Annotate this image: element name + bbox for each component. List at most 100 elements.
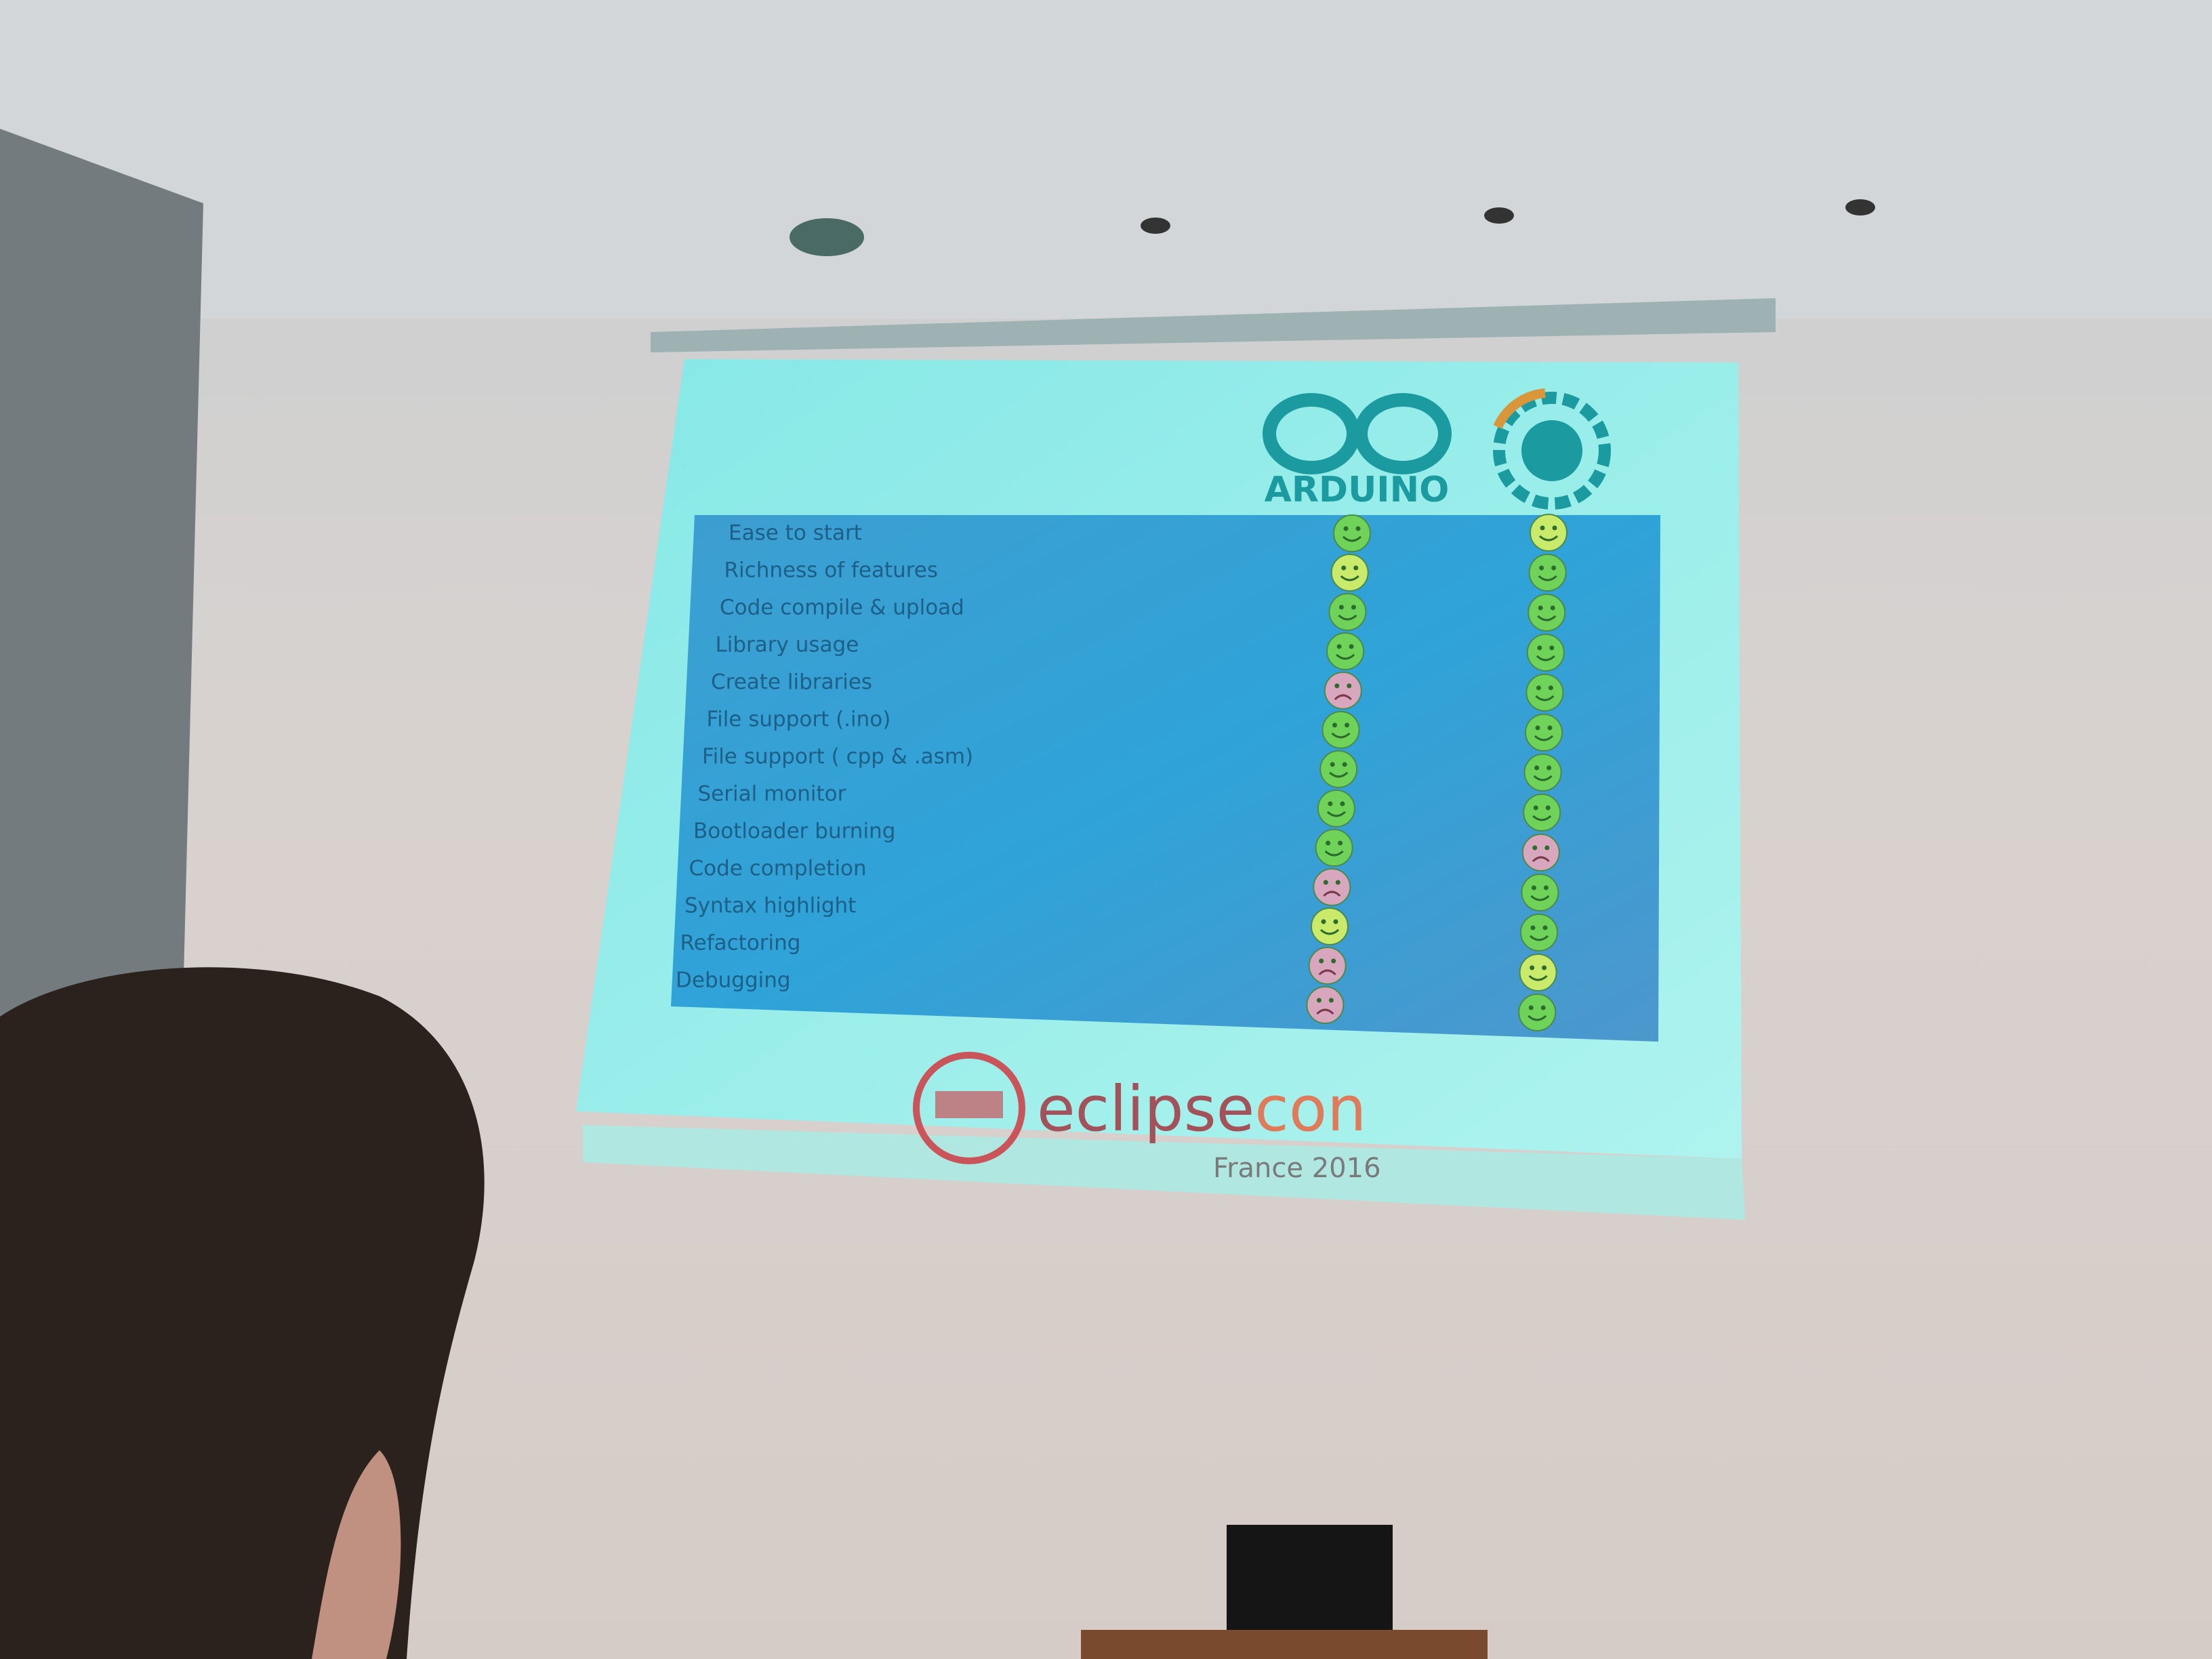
face-mouth — [1538, 535, 1559, 541]
face-mouth — [1336, 653, 1355, 660]
face-eye — [1540, 525, 1545, 531]
comparison-table: Ease to start Richness of features Code co… — [676, 514, 1568, 1031]
edition: France 2016 — [1213, 1153, 1381, 1184]
row-label: Library usage — [716, 633, 859, 657]
face-disc — [1526, 634, 1565, 672]
row-label: Serial monitor — [698, 782, 846, 806]
face-mouth — [1536, 655, 1555, 661]
row-label: Ease to start — [729, 521, 862, 546]
row-label: Syntax highlight — [684, 894, 856, 918]
rating-face — [1519, 954, 1557, 991]
rating-face — [1322, 711, 1360, 749]
face-eye — [1319, 958, 1324, 964]
face-mouth — [1316, 1008, 1334, 1015]
face-mouth — [1534, 735, 1554, 741]
face-disc — [1330, 554, 1369, 592]
face-eye — [1338, 840, 1343, 846]
face-disc — [1311, 907, 1349, 945]
logo-shape — [1493, 388, 1546, 430]
wordmark-part: con — [1254, 1073, 1366, 1145]
face-mouth — [1331, 732, 1351, 739]
eclipsecon-wordmark: eclipsecon — [1037, 1073, 1366, 1145]
face-eye — [1330, 762, 1335, 767]
face-disc — [1333, 514, 1371, 552]
face-eye — [1542, 925, 1548, 930]
face-mouth — [1324, 850, 1344, 857]
screen-spill — [583, 1125, 1745, 1220]
ceiling-light — [1845, 199, 1875, 216]
rating-face — [1313, 868, 1351, 906]
rating-face — [1315, 829, 1353, 867]
rating-face — [1330, 554, 1369, 592]
face-disc — [1518, 994, 1557, 1031]
face-disc — [1520, 914, 1558, 951]
ceiling-light — [790, 218, 864, 256]
face-eye — [1355, 526, 1361, 531]
face-eye — [1537, 645, 1542, 651]
ceiling — [0, 0, 2212, 319]
screen-housing — [651, 298, 1776, 352]
sloeber-logo — [1493, 388, 1611, 510]
face-disc — [1306, 986, 1345, 1024]
face-eye — [1552, 525, 1557, 531]
face-disc — [1313, 868, 1351, 906]
face-disc — [1308, 947, 1347, 985]
face-eye — [1531, 885, 1536, 890]
face-disc — [1328, 593, 1367, 631]
rating-face — [1525, 714, 1563, 752]
rating-face — [1530, 514, 1568, 552]
face-mouth — [1528, 1015, 1547, 1021]
row-label: Debugging — [676, 968, 791, 993]
face-disc — [1523, 794, 1561, 832]
face-eye — [1547, 765, 1552, 771]
face-eye — [1333, 919, 1338, 924]
rating-face — [1528, 554, 1567, 592]
face-disc — [1315, 829, 1353, 867]
face-eye — [1535, 725, 1540, 731]
row-label: Code completion — [689, 857, 867, 881]
face-eye — [1349, 644, 1354, 649]
face-eye — [1530, 925, 1536, 930]
face-eye — [1353, 565, 1359, 571]
face-eye — [1528, 1005, 1534, 1010]
face-mouth — [1340, 575, 1359, 581]
rating-face — [1324, 672, 1362, 710]
logo-shape — [1354, 393, 1452, 474]
face-eye — [1321, 919, 1326, 924]
rating-face — [1521, 834, 1560, 872]
face-mouth — [1537, 615, 1557, 621]
face-mouth — [1528, 975, 1548, 981]
face-eye — [1539, 565, 1544, 571]
face-mouth — [1533, 775, 1553, 781]
face-mouth — [1338, 614, 1357, 621]
face-eye — [1345, 722, 1349, 728]
table-background — [671, 515, 1660, 1042]
face-eye — [1532, 845, 1538, 851]
pillar — [0, 129, 203, 1017]
face-mouth — [1318, 969, 1336, 976]
face-mouth — [1535, 695, 1555, 701]
face-mouth — [1532, 856, 1550, 863]
face-mouth — [1329, 771, 1349, 778]
face-eye — [1549, 645, 1555, 651]
face-eye — [1545, 805, 1551, 811]
face-mouth — [1319, 928, 1340, 935]
face-eye — [1550, 605, 1555, 611]
face-mouth — [1326, 811, 1346, 817]
logo-shape — [913, 1052, 1025, 1164]
rating-face — [1523, 794, 1561, 832]
face-eye — [1326, 840, 1331, 846]
logo-shape — [1521, 420, 1582, 481]
face-eye — [1341, 565, 1347, 571]
rating-face — [1526, 634, 1565, 672]
face-mouth — [1334, 694, 1352, 701]
face-eye — [1540, 1005, 1546, 1010]
face-eye — [1547, 725, 1553, 731]
logo-shape — [1263, 393, 1360, 474]
face-eye — [1534, 765, 1540, 771]
face-eye — [1336, 644, 1342, 649]
arduino-wordmark: ARDUINO — [1265, 470, 1450, 510]
ceiling-light — [1141, 218, 1170, 234]
rating-face — [1319, 750, 1358, 788]
face-eye — [1542, 965, 1547, 970]
